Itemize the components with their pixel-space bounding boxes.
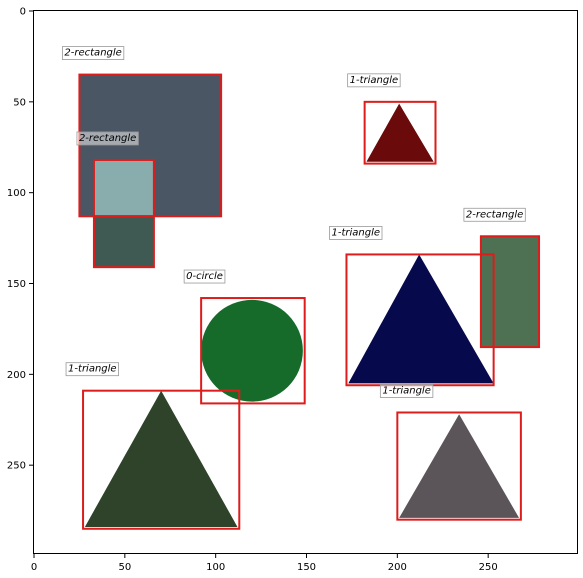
triangle-shape xyxy=(366,103,434,162)
triangle-shape xyxy=(348,254,494,384)
box-label-text: 1-triangle xyxy=(68,364,117,375)
plot-frame xyxy=(33,10,578,554)
y-tick-label: 150 xyxy=(7,279,26,290)
box-label-background xyxy=(76,131,139,146)
box-label-text: 1-triangle xyxy=(350,75,399,86)
x-tick-label: 150 xyxy=(297,562,316,573)
x-axis-ticks: 0 50 100 150 200 250 xyxy=(31,554,498,573)
box-label: 2-rectangle xyxy=(62,46,125,60)
rectangle-shape xyxy=(93,216,154,268)
bounding-box xyxy=(82,389,241,530)
y-tick-label: 200 xyxy=(7,370,26,381)
box-label: 0-circle xyxy=(183,269,226,284)
box-label: 1-triangle xyxy=(65,362,119,377)
bounding-box xyxy=(200,297,306,405)
box-label-background xyxy=(62,46,125,60)
x-tick-label: 200 xyxy=(388,562,407,573)
box-label: 2-rectangle xyxy=(76,131,139,146)
box-label: 1-triangle xyxy=(347,73,401,88)
box-label-text: 2-rectangle xyxy=(64,48,121,59)
box-label: 2-rectangle xyxy=(463,207,526,222)
y-axis-ticks: 0 50 100 150 200 250 xyxy=(7,7,33,472)
rectangle-shape xyxy=(480,236,540,348)
bounding-box xyxy=(363,100,437,165)
box-label-background xyxy=(183,269,226,284)
triangle-shape xyxy=(399,414,520,518)
x-tick-label: 0 xyxy=(31,562,37,573)
boxes-layer xyxy=(78,73,541,530)
circle-shape xyxy=(201,299,303,402)
shapes-layer xyxy=(79,74,540,527)
y-tick-label: 50 xyxy=(13,97,26,108)
box-label-background xyxy=(379,384,434,398)
rectangle-shape xyxy=(93,159,154,217)
y-tick-label: 250 xyxy=(7,461,26,472)
box-label: 1-triangle xyxy=(329,226,383,240)
y-tick-label: 100 xyxy=(7,188,26,199)
box-label-background xyxy=(65,362,119,377)
bounding-box xyxy=(479,235,541,349)
x-tick-label: 100 xyxy=(206,562,225,573)
box-label-text: 2-rectangle xyxy=(79,133,136,144)
bounding-box xyxy=(396,411,522,521)
y-tick-label: 0 xyxy=(20,7,26,18)
x-tick-label: 250 xyxy=(479,562,498,573)
box-label-text: 0-circle xyxy=(186,271,223,282)
box-label-text: 2-rectangle xyxy=(466,209,523,220)
bounding-box xyxy=(92,215,155,269)
box-label-text: 1-triangle xyxy=(382,385,431,396)
box-label-background xyxy=(329,226,383,240)
box-label-background xyxy=(463,207,526,222)
box-label-background xyxy=(347,73,401,88)
labels-layer: 2-rectangle 2-rectangle 1-triangle 2-rectan… xyxy=(62,46,526,398)
box-label: 1-triangle xyxy=(379,384,434,398)
x-tick-label: 50 xyxy=(118,562,131,573)
triangle-shape xyxy=(84,390,238,527)
box-label-text: 1-triangle xyxy=(331,227,380,238)
